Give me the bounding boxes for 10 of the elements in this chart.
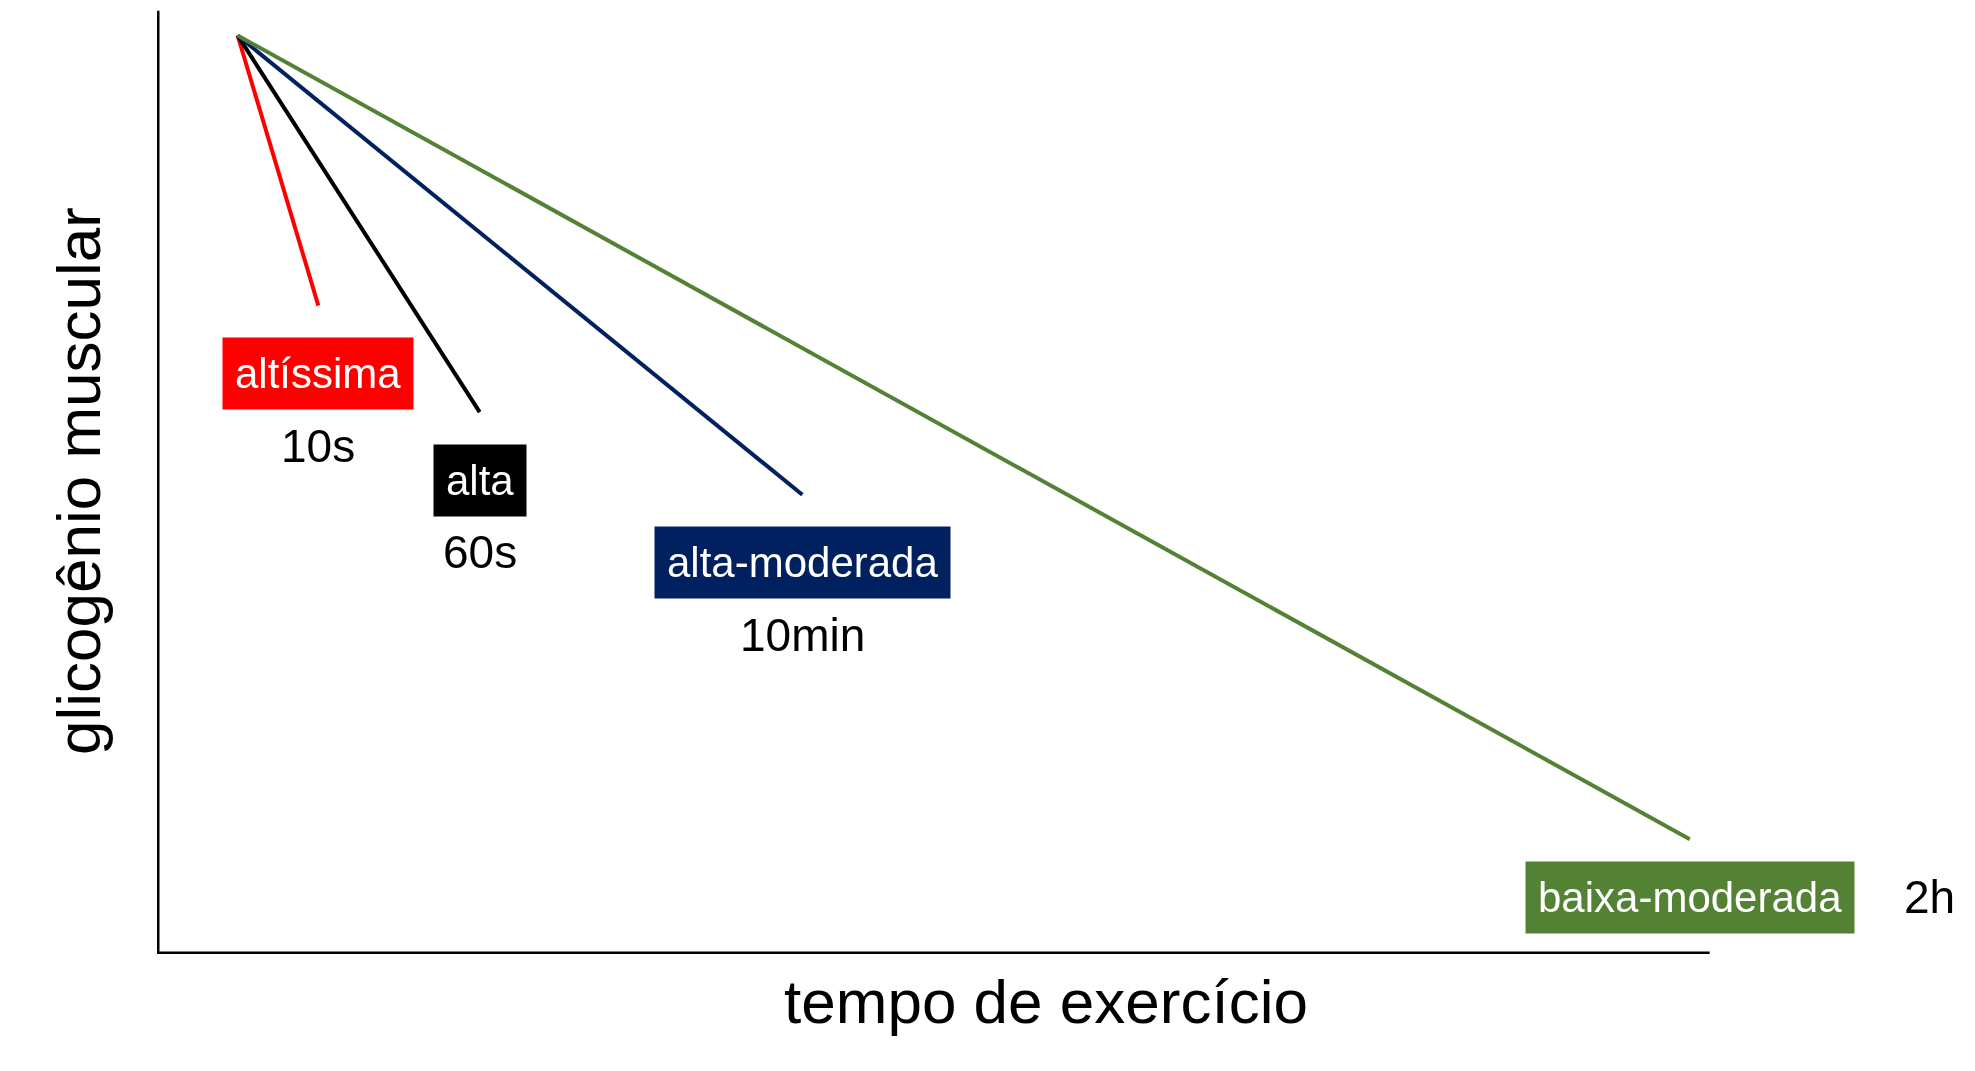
series-label: alta-moderada	[667, 539, 939, 586]
series-label: altíssima	[235, 350, 402, 397]
annotation: 10s	[281, 420, 356, 472]
text: 2h	[1904, 871, 1956, 923]
series-label: baixa-moderada	[1538, 874, 1843, 921]
y-axis-title: glicogênio muscular	[43, 207, 113, 755]
annotation: 10min	[740, 609, 866, 661]
series-label: alta	[446, 457, 515, 504]
x-axis-title: tempo de exercício	[784, 966, 1308, 1036]
annotation: 60s	[443, 526, 518, 578]
